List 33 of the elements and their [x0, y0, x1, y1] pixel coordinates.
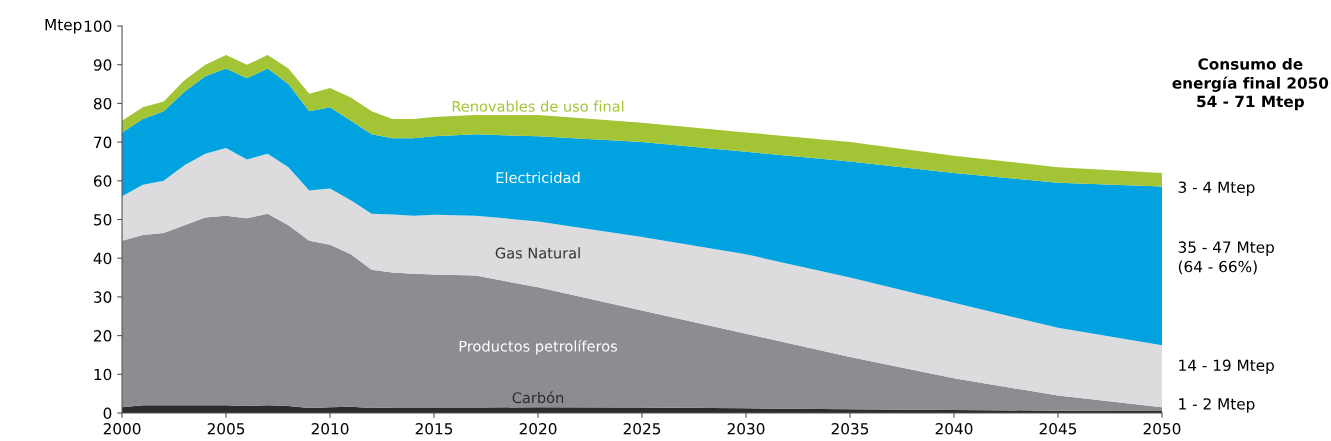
y-tick-label: 20	[94, 330, 112, 342]
x-tick-label: 2050	[1143, 422, 1181, 435]
text: 14 - 19 Mtep	[1179, 359, 1274, 374]
x-tick-label: 2010	[311, 422, 349, 435]
x-tick-label: 2035	[831, 422, 869, 435]
text: Consumo de energía final 2050 54 - 71 Mtep	[1172, 57, 1329, 111]
series-label: Renovables de uso final	[452, 100, 624, 112]
x-tick-label: 2045	[1039, 422, 1077, 435]
y-tick-label: 40	[93, 252, 112, 265]
y-tick-label: 50	[94, 213, 112, 226]
y-axis-title: Mtep	[45, 19, 82, 34]
y-tick-label: 30	[94, 291, 112, 303]
series-label: Productos petrolíferos	[459, 339, 618, 355]
x-tick-label: 2020	[519, 422, 557, 435]
y-tick-label: 0	[103, 407, 112, 420]
y-tick-label: 10	[94, 368, 112, 381]
x-tick-label: 2025	[623, 422, 661, 435]
y-tick-label: 70	[94, 136, 112, 149]
text: 1 - 2 Mtep	[1179, 398, 1255, 413]
series-label: Gas Natural	[495, 247, 580, 259]
x-tick-label: 2015	[415, 422, 453, 435]
x-tick-label: 2030	[727, 422, 765, 435]
x-tick-label: 2040	[935, 422, 973, 435]
x-tick-label: 2000	[103, 422, 141, 435]
y-tick-label: 90	[93, 59, 112, 71]
x-tick-label: 2005	[207, 422, 245, 435]
series-label: Electricidad	[496, 171, 580, 184]
y-tick-label: 100	[84, 20, 112, 33]
text: 35 - 47 Mtep (64 - 66%)	[1178, 241, 1274, 275]
y-tick-label: 60	[93, 175, 112, 187]
series-label: Carbón	[512, 391, 564, 404]
text: 3 - 4 Mtep	[1178, 181, 1255, 196]
y-tick-label: 80	[93, 97, 112, 110]
